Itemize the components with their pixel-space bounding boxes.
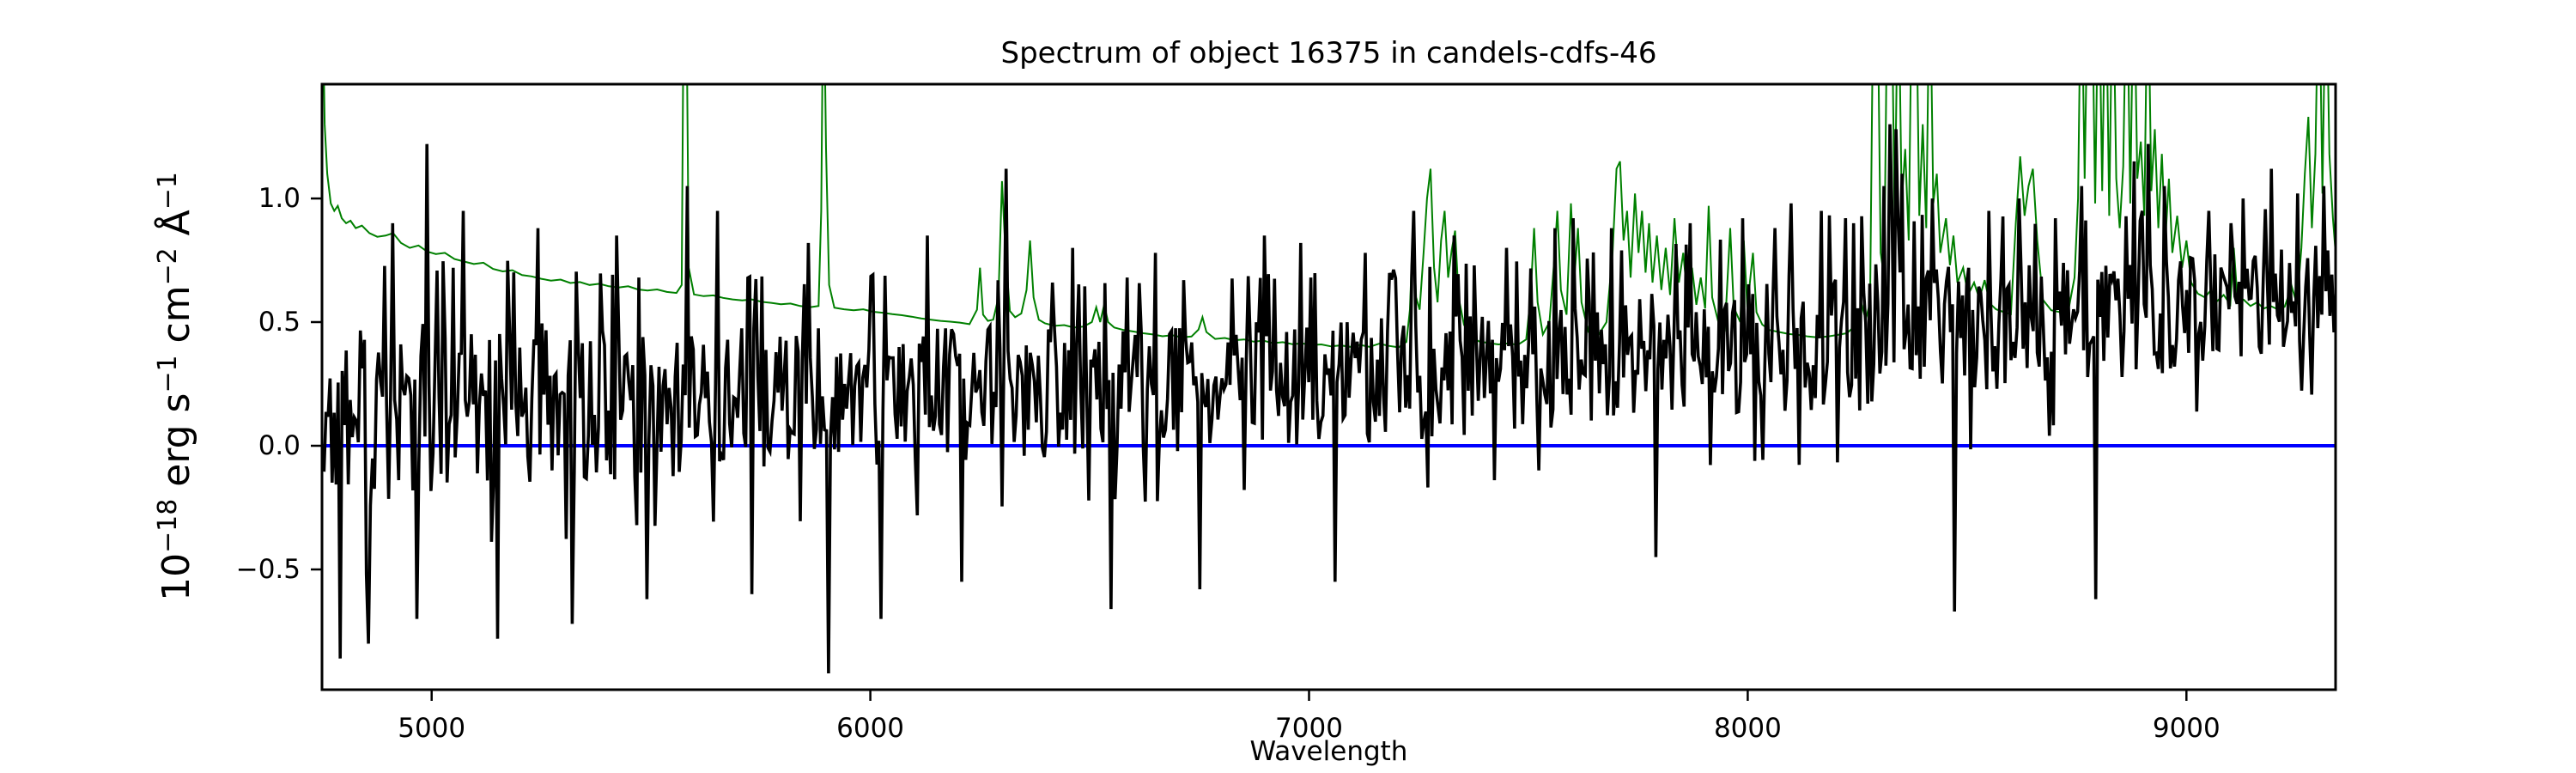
y-tick-label: 1.0 xyxy=(258,183,301,215)
x-tick-label: 7000 xyxy=(1275,713,1343,744)
y-axis-label: 10−18 erg s−1 cm−2 Å−1 xyxy=(153,172,198,601)
y-axis-label-superscript: −1 xyxy=(153,172,184,210)
x-tick-label: 9000 xyxy=(2152,713,2221,744)
y-axis-label-text: Å xyxy=(155,210,198,248)
plot-data-area xyxy=(322,84,2336,674)
y-axis-label-superscript: −18 xyxy=(153,498,184,553)
flux-spectrum-line xyxy=(322,124,2336,674)
x-tick-label: 5000 xyxy=(398,713,466,744)
y-tick-label: 0.0 xyxy=(258,429,301,461)
y-axis-label-text: erg s xyxy=(155,393,198,499)
y-axis-label-text: cm xyxy=(155,285,198,356)
y-tick-label: −0.5 xyxy=(235,553,301,585)
y-axis-label-superscript: −2 xyxy=(153,247,184,286)
plot-title: Spectrum of object 16375 in candels-cdfs… xyxy=(1000,36,1657,70)
x-axis-label: Wavelength xyxy=(1249,736,1408,767)
x-tick-label: 8000 xyxy=(1713,713,1782,744)
tick-marks xyxy=(311,197,2188,701)
y-axis-label-superscript: −1 xyxy=(153,355,184,393)
y-tick-label: 0.5 xyxy=(258,306,301,338)
y-axis-label-text: 10 xyxy=(155,552,198,601)
x-tick-label: 6000 xyxy=(836,713,905,744)
axes-border xyxy=(320,82,2337,691)
